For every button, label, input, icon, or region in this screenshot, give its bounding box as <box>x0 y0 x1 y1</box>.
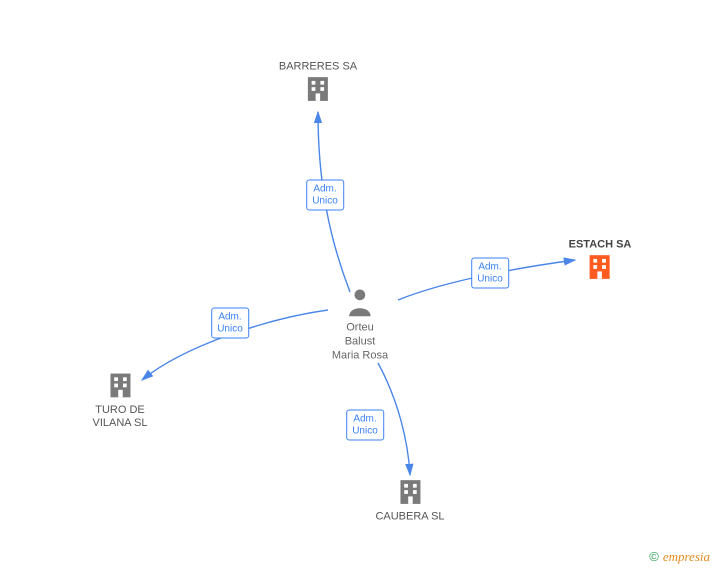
company-label: BARRERES SA <box>279 60 357 73</box>
company-node-turo[interactable]: TURO DEVILANA SL <box>92 370 147 430</box>
watermark: © empresia <box>649 549 710 565</box>
copyright-symbol: © <box>649 549 659 564</box>
building-icon <box>569 252 632 282</box>
person-label: OrteuBalustMaria Rosa <box>332 321 388 362</box>
company-node-barreres[interactable]: BARRERES SA <box>279 56 357 103</box>
edge-label-estach: Adm.Unico <box>471 258 509 289</box>
company-node-estach[interactable]: ESTACH SA <box>569 234 632 281</box>
edge-label-caubera: Adm.Unico <box>346 410 384 441</box>
company-label: CAUBERA SL <box>375 510 444 523</box>
building-icon <box>375 476 444 506</box>
edge-label-turo: Adm.Unico <box>211 308 249 339</box>
company-label: TURO DEVILANA SL <box>92 404 147 430</box>
watermark-brand: empresia <box>663 549 710 564</box>
edge-label-barreres: Adm.Unico <box>306 180 344 211</box>
company-label: ESTACH SA <box>569 238 632 251</box>
building-icon <box>279 74 357 104</box>
building-icon <box>92 370 147 400</box>
company-node-caubera[interactable]: CAUBERA SL <box>375 476 444 523</box>
person-node[interactable]: OrteuBalustMaria Rosa <box>332 287 388 362</box>
person-icon <box>332 287 388 317</box>
